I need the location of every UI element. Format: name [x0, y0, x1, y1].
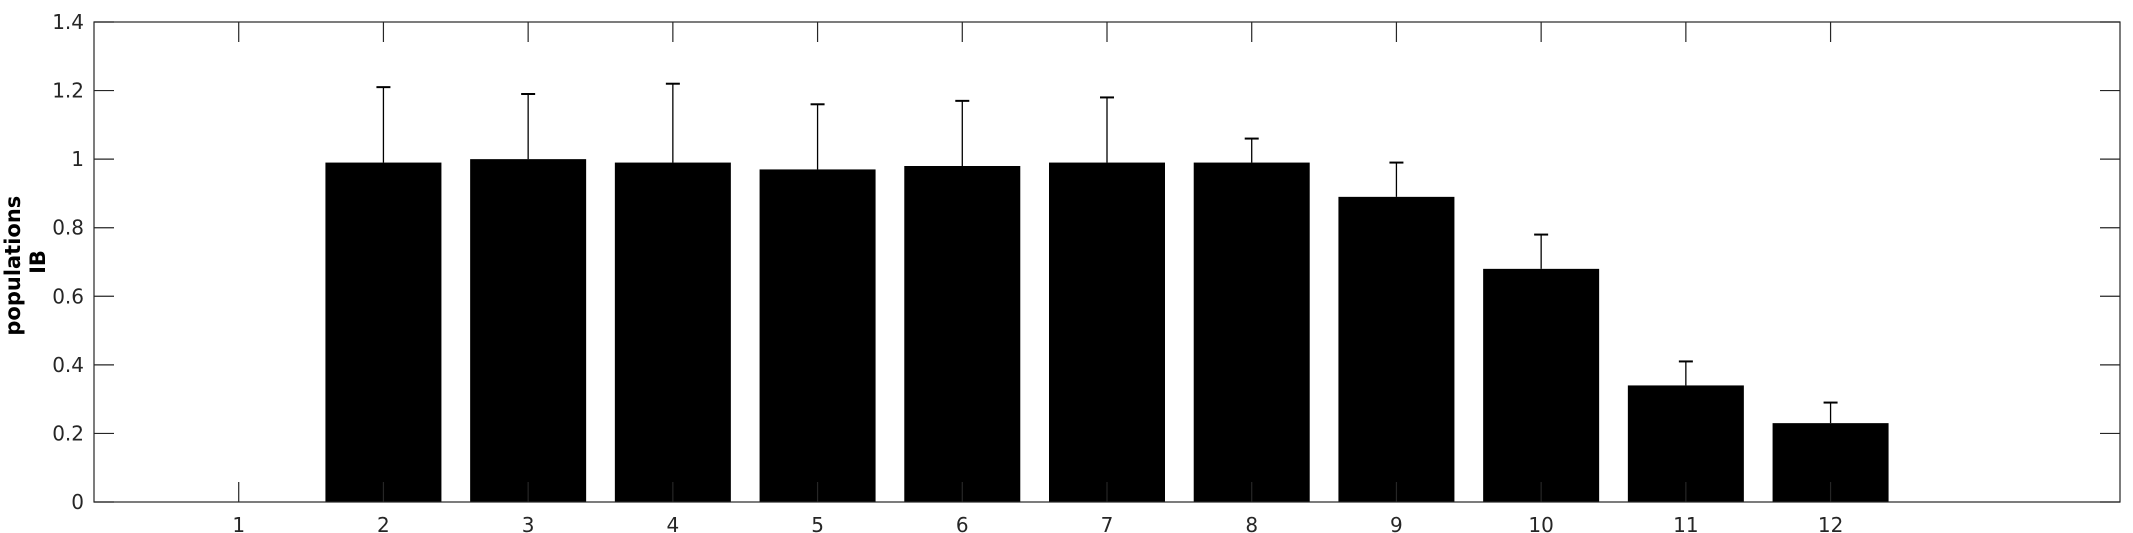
ticks-layer [94, 21, 2120, 503]
x-tick-label-5: 5 [811, 513, 824, 533]
x-tick-labels: 1 2 3 4 5 6 7 8 9 10 11 12 [232, 513, 1843, 533]
bar-10 [1483, 268, 1600, 502]
y-tick-label-3: 0.6 [52, 284, 84, 308]
y-tick-label-4: 0.8 [52, 216, 84, 240]
x-tick-label-12: 12 [1818, 513, 1843, 533]
x-tick-label-10: 10 [1528, 513, 1553, 533]
y-tick-label-1: 0.2 [52, 421, 84, 445]
bar-7 [1049, 162, 1165, 503]
y-tick-label-0: 0 [71, 490, 84, 514]
bar-2 [325, 162, 442, 503]
x-tick-label-1: 1 [232, 513, 245, 533]
x-tick-label-9: 9 [1390, 513, 1403, 533]
y-tick-labels: 0 0.2 0.4 0.6 0.8 1 1.2 1.4 [52, 10, 84, 514]
bar-6 [904, 166, 1021, 502]
bar-9 [1338, 196, 1455, 502]
bar-8 [1193, 162, 1310, 503]
x-tick-label-8: 8 [1245, 513, 1258, 533]
y-tick-label-5: 1 [71, 147, 84, 171]
y-tick-label-2: 0.4 [52, 353, 84, 377]
error-bars-layer [376, 82, 1838, 424]
x-tick-label-4: 4 [666, 513, 679, 533]
bar-4 [614, 162, 731, 503]
x-tick-label-11: 11 [1673, 513, 1698, 533]
y-tick-label-7: 1.4 [52, 10, 84, 34]
x-tick-label-3: 3 [522, 513, 535, 533]
x-tick-label-7: 7 [1101, 513, 1114, 533]
y-axis-label-line-2: IB [26, 250, 50, 274]
bar-5 [759, 169, 876, 502]
bar-3 [470, 159, 587, 502]
y-axis-label-line-1: populations [1, 196, 25, 336]
x-tick-label-2: 2 [377, 513, 390, 533]
x-tick-label-6: 6 [956, 513, 969, 533]
y-tick-label-6: 1.2 [52, 79, 84, 103]
y-axis-label: populations IB [1, 188, 50, 335]
bars-layer [325, 159, 1889, 503]
